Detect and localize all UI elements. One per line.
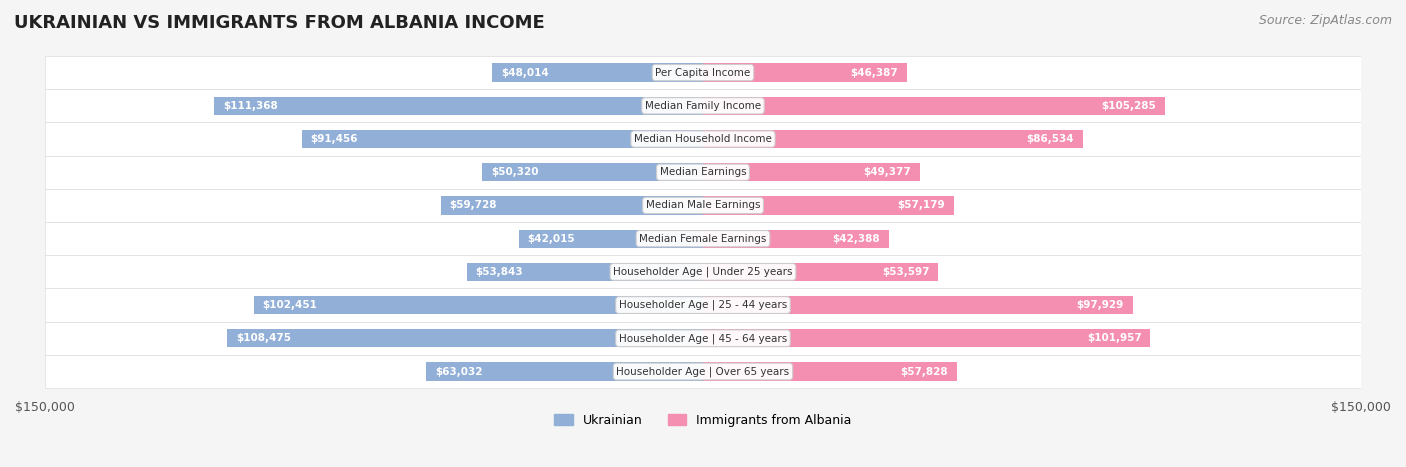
Bar [703,229,889,248]
Bar [492,64,703,82]
Text: Median Household Income: Median Household Income [634,134,772,144]
Bar [45,322,1361,355]
Text: $53,843: $53,843 [475,267,523,277]
Text: $49,377: $49,377 [863,167,911,177]
Text: $101,957: $101,957 [1087,333,1142,343]
Bar [703,130,1083,148]
Bar [45,289,1361,322]
Text: $57,828: $57,828 [900,367,948,376]
Bar [45,189,1361,222]
Bar [228,329,703,347]
Bar [426,362,703,381]
Text: Per Capita Income: Per Capita Income [655,68,751,78]
Bar [703,362,956,381]
Text: $102,451: $102,451 [263,300,318,310]
Bar [302,130,703,148]
Bar [519,229,703,248]
Text: $48,014: $48,014 [501,68,548,78]
Text: $59,728: $59,728 [450,200,498,211]
Text: UKRAINIAN VS IMMIGRANTS FROM ALBANIA INCOME: UKRAINIAN VS IMMIGRANTS FROM ALBANIA INC… [14,14,544,32]
Text: Median Female Earnings: Median Female Earnings [640,234,766,244]
Bar [482,163,703,181]
Text: $53,597: $53,597 [882,267,929,277]
Text: $97,929: $97,929 [1077,300,1123,310]
Text: $46,387: $46,387 [851,68,897,78]
Text: Householder Age | 25 - 44 years: Householder Age | 25 - 44 years [619,300,787,311]
Bar [467,263,703,281]
Text: $108,475: $108,475 [236,333,291,343]
Text: $42,015: $42,015 [527,234,575,244]
Text: $63,032: $63,032 [436,367,482,376]
Bar [703,329,1150,347]
Text: Householder Age | Under 25 years: Householder Age | Under 25 years [613,267,793,277]
Text: $105,285: $105,285 [1101,101,1156,111]
Bar [703,163,920,181]
Text: $42,388: $42,388 [832,234,880,244]
Text: Source: ZipAtlas.com: Source: ZipAtlas.com [1258,14,1392,27]
Text: Householder Age | Over 65 years: Householder Age | Over 65 years [616,366,790,377]
Bar [45,355,1361,388]
Bar [703,97,1166,115]
Text: Median Male Earnings: Median Male Earnings [645,200,761,211]
Bar [441,196,703,214]
Bar [45,156,1361,189]
Text: $91,456: $91,456 [311,134,359,144]
Bar [703,64,907,82]
Bar [253,296,703,314]
Bar [703,196,953,214]
Text: $50,320: $50,320 [491,167,538,177]
Bar [215,97,703,115]
Bar [45,222,1361,255]
Text: $86,534: $86,534 [1026,134,1074,144]
Text: $57,179: $57,179 [897,200,945,211]
Legend: Ukrainian, Immigrants from Albania: Ukrainian, Immigrants from Albania [550,409,856,432]
Text: Householder Age | 45 - 64 years: Householder Age | 45 - 64 years [619,333,787,344]
Bar [45,56,1361,89]
Bar [45,122,1361,156]
Bar [45,255,1361,289]
Text: Median Family Income: Median Family Income [645,101,761,111]
Text: Median Earnings: Median Earnings [659,167,747,177]
Bar [45,89,1361,122]
Bar [703,263,938,281]
Bar [703,296,1133,314]
Text: $111,368: $111,368 [224,101,278,111]
